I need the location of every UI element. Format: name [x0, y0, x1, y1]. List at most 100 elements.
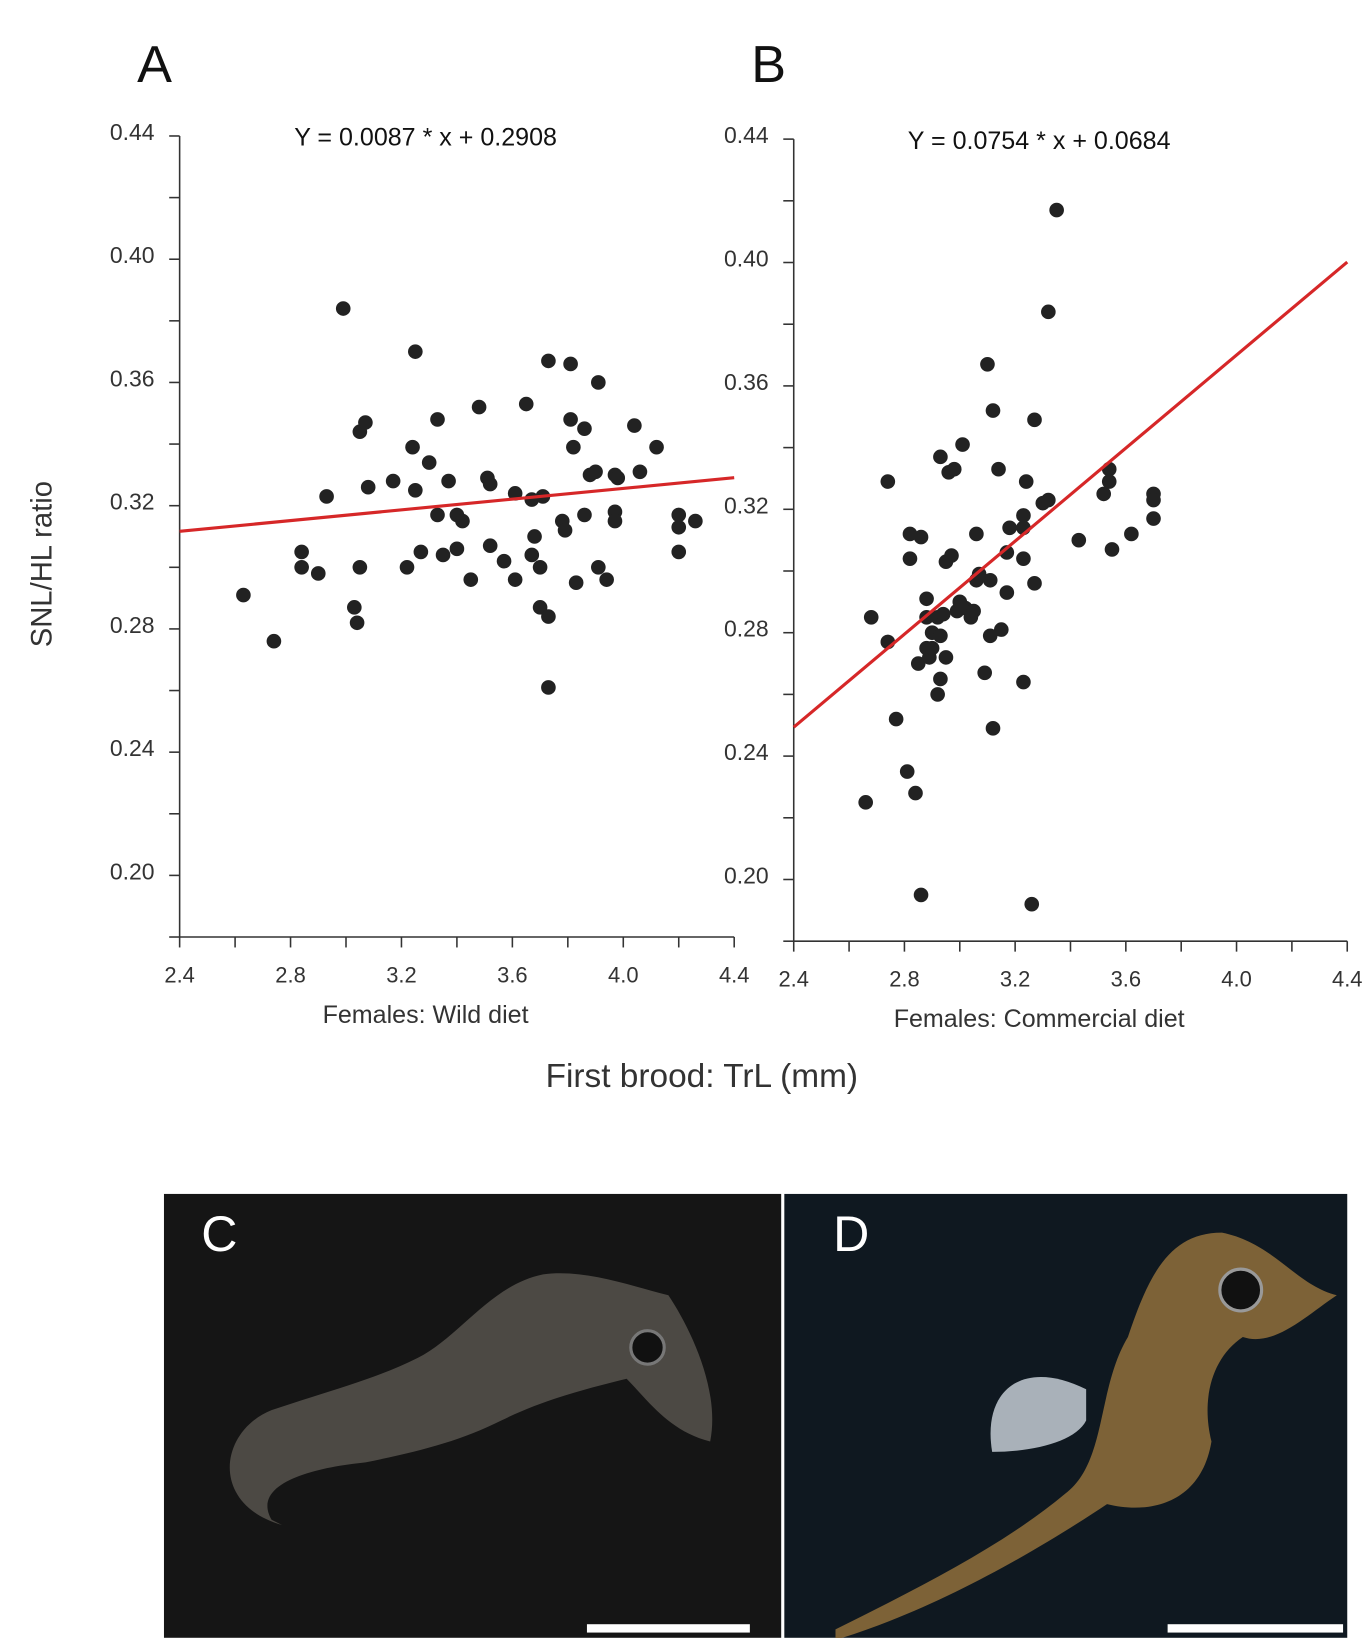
panel-label: C	[201, 1206, 237, 1262]
x-tick-label: 4.4	[719, 962, 749, 987]
data-point	[933, 628, 948, 644]
data-point	[360, 479, 376, 495]
data-point	[236, 587, 251, 603]
x-tick-label: 4.0	[608, 962, 638, 987]
data-point	[294, 559, 309, 575]
y-tick-label: 0.36	[724, 369, 769, 395]
data-point	[577, 421, 592, 436]
x-tick-label: 2.8	[275, 962, 305, 987]
y-tick-label: 0.20	[110, 858, 155, 884]
data-point	[991, 461, 1006, 477]
data-point	[496, 553, 512, 569]
data-point	[1027, 576, 1042, 591]
data-point	[1002, 520, 1017, 536]
y-tick-label: 0.44	[724, 122, 769, 148]
data-point	[1071, 532, 1087, 548]
y-tick-label: 0.28	[724, 616, 769, 642]
data-point	[913, 887, 929, 903]
data-point	[405, 439, 420, 455]
x-axis-label: First brood: TrL (mm)	[546, 1058, 858, 1095]
data-point	[933, 449, 948, 465]
data-point	[944, 548, 959, 563]
regression-line	[179, 476, 735, 533]
data-point	[969, 526, 984, 542]
x-tick-label: 2.4	[778, 967, 808, 992]
data-point	[985, 721, 1001, 736]
data-point	[455, 513, 470, 529]
data-point	[430, 507, 445, 523]
data-point	[527, 529, 542, 544]
data-point	[563, 412, 578, 427]
data-point	[408, 482, 423, 498]
x-tick-label: 3.6	[497, 962, 527, 987]
data-point	[888, 711, 904, 727]
y-tick-label: 0.32	[110, 489, 155, 515]
y-tick-label: 0.32	[724, 492, 769, 518]
data-point	[399, 559, 415, 575]
data-point	[518, 396, 534, 412]
data-point	[566, 439, 581, 455]
data-point	[935, 606, 951, 622]
x-axis-sublabel: Females: Commercial diet	[894, 1005, 1185, 1033]
data-point	[1104, 542, 1120, 557]
data-point	[524, 547, 540, 563]
data-point	[902, 551, 918, 566]
x-tick-label: 3.2	[1000, 967, 1030, 992]
data-point	[1146, 511, 1161, 526]
data-point	[347, 600, 362, 615]
data-point	[591, 559, 606, 575]
panel-label: B	[751, 36, 786, 94]
data-point	[946, 461, 962, 477]
regression-line	[792, 260, 1349, 729]
data-point	[358, 415, 373, 430]
y-tick-label: 0.40	[110, 242, 155, 268]
y-tick-label: 0.40	[724, 245, 769, 271]
data-point	[899, 764, 915, 779]
data-point	[435, 547, 451, 563]
data-point	[563, 356, 578, 372]
data-point	[1027, 412, 1042, 428]
data-point	[568, 575, 584, 591]
data-point	[858, 795, 873, 810]
data-point	[913, 529, 929, 545]
data-point	[902, 526, 918, 542]
data-point	[966, 603, 981, 619]
data-point	[1024, 896, 1040, 912]
data-point	[1101, 474, 1117, 489]
data-point	[1146, 492, 1161, 508]
y-tick-label: 0.36	[110, 365, 155, 391]
y-tick-label: 0.24	[110, 735, 155, 761]
y-tick-label: 0.20	[724, 862, 769, 888]
data-point	[982, 572, 998, 588]
x-tick-label: 2.8	[889, 967, 919, 992]
data-point	[463, 572, 479, 587]
y-axis-label: SNL/HL ratio	[27, 481, 59, 647]
equation: Y = 0.0754 * x + 0.0684	[908, 127, 1171, 155]
data-point	[507, 572, 523, 587]
data-point	[688, 513, 703, 529]
data-point	[977, 665, 993, 681]
data-point	[294, 544, 309, 560]
data-point	[541, 353, 556, 369]
data-point	[671, 519, 687, 535]
data-point	[319, 489, 334, 504]
data-point	[1018, 474, 1034, 489]
photo-d: D	[784, 1193, 1348, 1638]
data-point	[349, 615, 365, 631]
data-point	[310, 566, 326, 581]
data-point	[607, 513, 623, 529]
data-point	[441, 473, 456, 489]
y-tick-label: 0.28	[110, 612, 155, 638]
data-point	[541, 609, 556, 624]
data-point	[880, 474, 896, 489]
photo-c: C	[163, 1193, 782, 1638]
x-tick-label: 3.2	[386, 962, 416, 987]
data-point	[993, 622, 1009, 637]
data-point	[971, 566, 987, 582]
data-point	[610, 470, 626, 486]
data-point	[982, 628, 998, 644]
data-point	[1016, 674, 1031, 690]
data-point	[999, 545, 1015, 560]
data-point	[1041, 492, 1056, 508]
data-point	[919, 591, 934, 607]
